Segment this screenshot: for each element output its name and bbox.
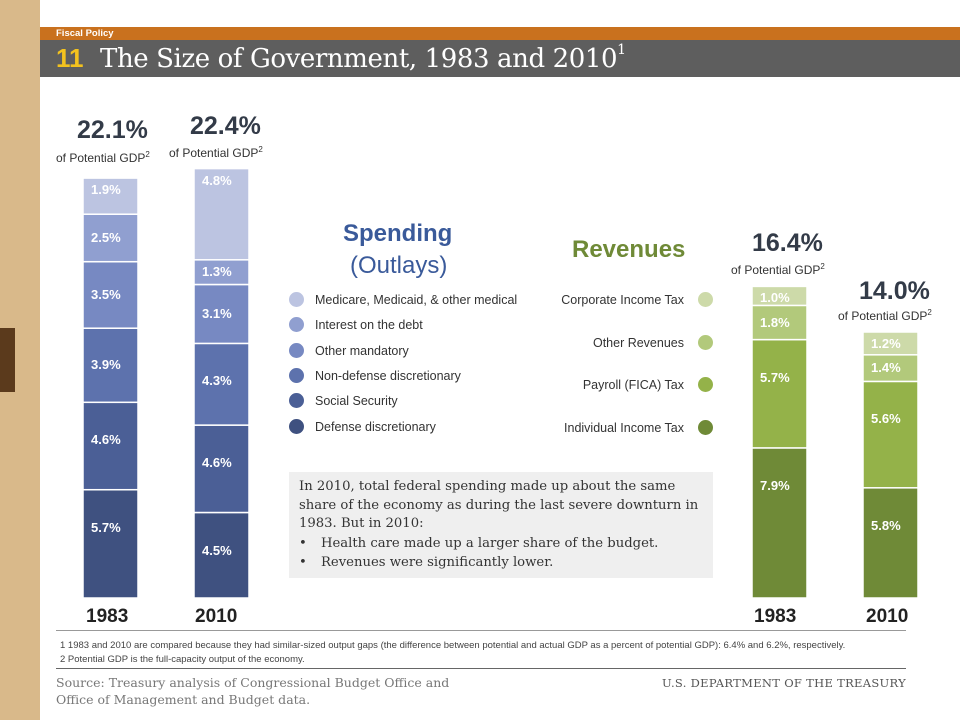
segment-value-label: 1.2%: [871, 336, 901, 351]
revenue-total-1983: 16.4%: [752, 229, 823, 257]
caption-sup: 2: [927, 308, 932, 317]
spending-total-1983: 22.1%: [77, 116, 148, 144]
side-decoration: [0, 328, 15, 392]
legend-label: Payroll (FICA) Tax: [582, 378, 684, 392]
revenue-year-1983: 1983: [754, 606, 797, 627]
caption-text: of Potential GDP: [56, 151, 146, 165]
segment-value-label: 3.1%: [202, 305, 232, 321]
legend-label: Other mandatory: [315, 343, 409, 358]
bar-segment: [862, 331, 919, 356]
spending-total-caption-1983: of Potential GDP2: [56, 150, 150, 165]
legend-label: Corporate Income Tax: [561, 293, 684, 307]
bar-segment: [862, 487, 919, 599]
spending-total-caption-2010: of Potential GDP2: [169, 145, 263, 160]
chart-number: 11: [56, 43, 84, 73]
legend-label: Social Security: [315, 394, 398, 409]
legend-label: Non-defense discretionary: [315, 368, 461, 383]
callout-bullet: Revenues were significantly lower.: [299, 553, 709, 572]
caption-text: of Potential GDP: [169, 146, 259, 160]
bar-segment: [193, 511, 250, 599]
bar-segment: [751, 285, 808, 307]
legend-swatch: [698, 292, 713, 307]
bar-segment: [862, 380, 919, 489]
legend-label: Defense discretionary: [315, 419, 436, 434]
footnote-divider: [56, 630, 906, 631]
bar-segment: [82, 488, 139, 599]
revenue-total-2010: 14.0%: [859, 277, 930, 305]
segment-value-label: 4.6%: [91, 432, 121, 448]
caption-sup: 2: [820, 262, 825, 271]
spending-legend-subtitle: (Outlays): [350, 252, 448, 279]
bar-segment: [751, 338, 808, 449]
title-bar: 11 The Size of Government, 1983 and 2010…: [40, 40, 960, 77]
section-label: Fiscal Policy: [56, 28, 114, 39]
page-title-text: The Size of Government, 1983 and 2010: [100, 44, 618, 74]
spending-year-1983: 1983: [86, 606, 129, 627]
bar-segment: [82, 401, 139, 491]
legend-swatch: [698, 377, 713, 392]
segment-value-label: 5.6%: [871, 411, 901, 427]
segment-value-label: 1.9%: [91, 182, 121, 198]
segment-value-label: 3.5%: [91, 286, 121, 302]
bar-segment: [82, 177, 139, 215]
spending-legend-title: Spending: [343, 220, 453, 247]
segment-value-label: 2.5%: [91, 229, 121, 245]
legend-label: Medicare, Medicaid, & other medical: [315, 293, 518, 307]
agency-name: U.S. DEPARTMENT OF THE TREASURY: [662, 676, 906, 690]
segment-value-label: 4.3%: [202, 373, 232, 389]
caption-text: of Potential GDP: [731, 263, 821, 277]
legend-swatch: [289, 393, 304, 409]
legend-swatch: [698, 334, 713, 350]
bar-segment: [751, 447, 808, 599]
segment-value-label: 5.7%: [760, 369, 790, 385]
segment-value-label: 4.6%: [202, 455, 232, 471]
segment-value-label: 3.9%: [91, 357, 121, 373]
caption-sup: 2: [258, 145, 263, 154]
bar-segment: [193, 167, 250, 261]
segment-value-label: 1.8%: [760, 314, 790, 330]
legend-label: Other Revenues: [592, 335, 684, 350]
spending-year-2010: 2010: [195, 606, 238, 627]
legend-swatch: [698, 419, 713, 435]
callout-box: In 2010, total federal spending made up …: [289, 472, 713, 578]
segment-value-label: 5.7%: [91, 519, 121, 535]
segment-value-label: 4.5%: [202, 542, 232, 558]
legend-label: Interest on the debt: [315, 318, 423, 333]
footnote-1: 1 1983 and 2010 are compared because the…: [60, 640, 846, 651]
bar-segment: [193, 424, 250, 514]
bar-segment: [82, 213, 139, 263]
bar-segment: [82, 327, 139, 404]
segment-value-label: 7.9%: [760, 477, 790, 493]
callout-bullet: Health care made up a larger share of th…: [299, 534, 709, 553]
segment-value-label: 4.8%: [202, 172, 232, 188]
legend-label: Individual Income Tax: [564, 420, 684, 435]
title-footnote-mark: 1: [617, 42, 626, 58]
callout-text: In 2010, total federal spending made up …: [299, 479, 699, 531]
source-note: Source: Treasury analysis of Congression…: [56, 675, 450, 707]
revenues-legend-title: Revenues: [572, 236, 686, 263]
caption-sup: 2: [145, 150, 150, 159]
revenue-total-caption-2010: of Potential GDP2: [838, 308, 932, 323]
spending-total-2010: 22.4%: [190, 112, 261, 140]
legend-swatch: [289, 418, 304, 434]
caption-text: of Potential GDP: [838, 309, 928, 323]
legend-swatch: [289, 317, 304, 333]
footer-divider: [56, 668, 906, 669]
legend-swatch: [289, 367, 304, 383]
revenue-year-2010: 2010: [866, 606, 909, 627]
callout-bullets: Health care made up a larger share of th…: [299, 534, 709, 572]
segment-value-label: 1.4%: [871, 360, 901, 376]
footnote-2: 2 Potential GDP is the full-capacity out…: [60, 654, 305, 665]
revenue-total-caption-1983: of Potential GDP2: [731, 262, 825, 277]
legend-swatch: [289, 292, 304, 307]
segment-value-label: 5.8%: [871, 517, 901, 533]
section-bar: Fiscal Policy: [40, 27, 960, 40]
segment-value-label: 1.0%: [760, 290, 790, 306]
bar-segment: [193, 259, 250, 286]
page-title: The Size of Government, 1983 and 20101: [100, 42, 626, 74]
legend-swatch: [289, 342, 304, 358]
bar-segment: [82, 260, 139, 329]
segment-value-label: 1.3%: [202, 264, 232, 280]
